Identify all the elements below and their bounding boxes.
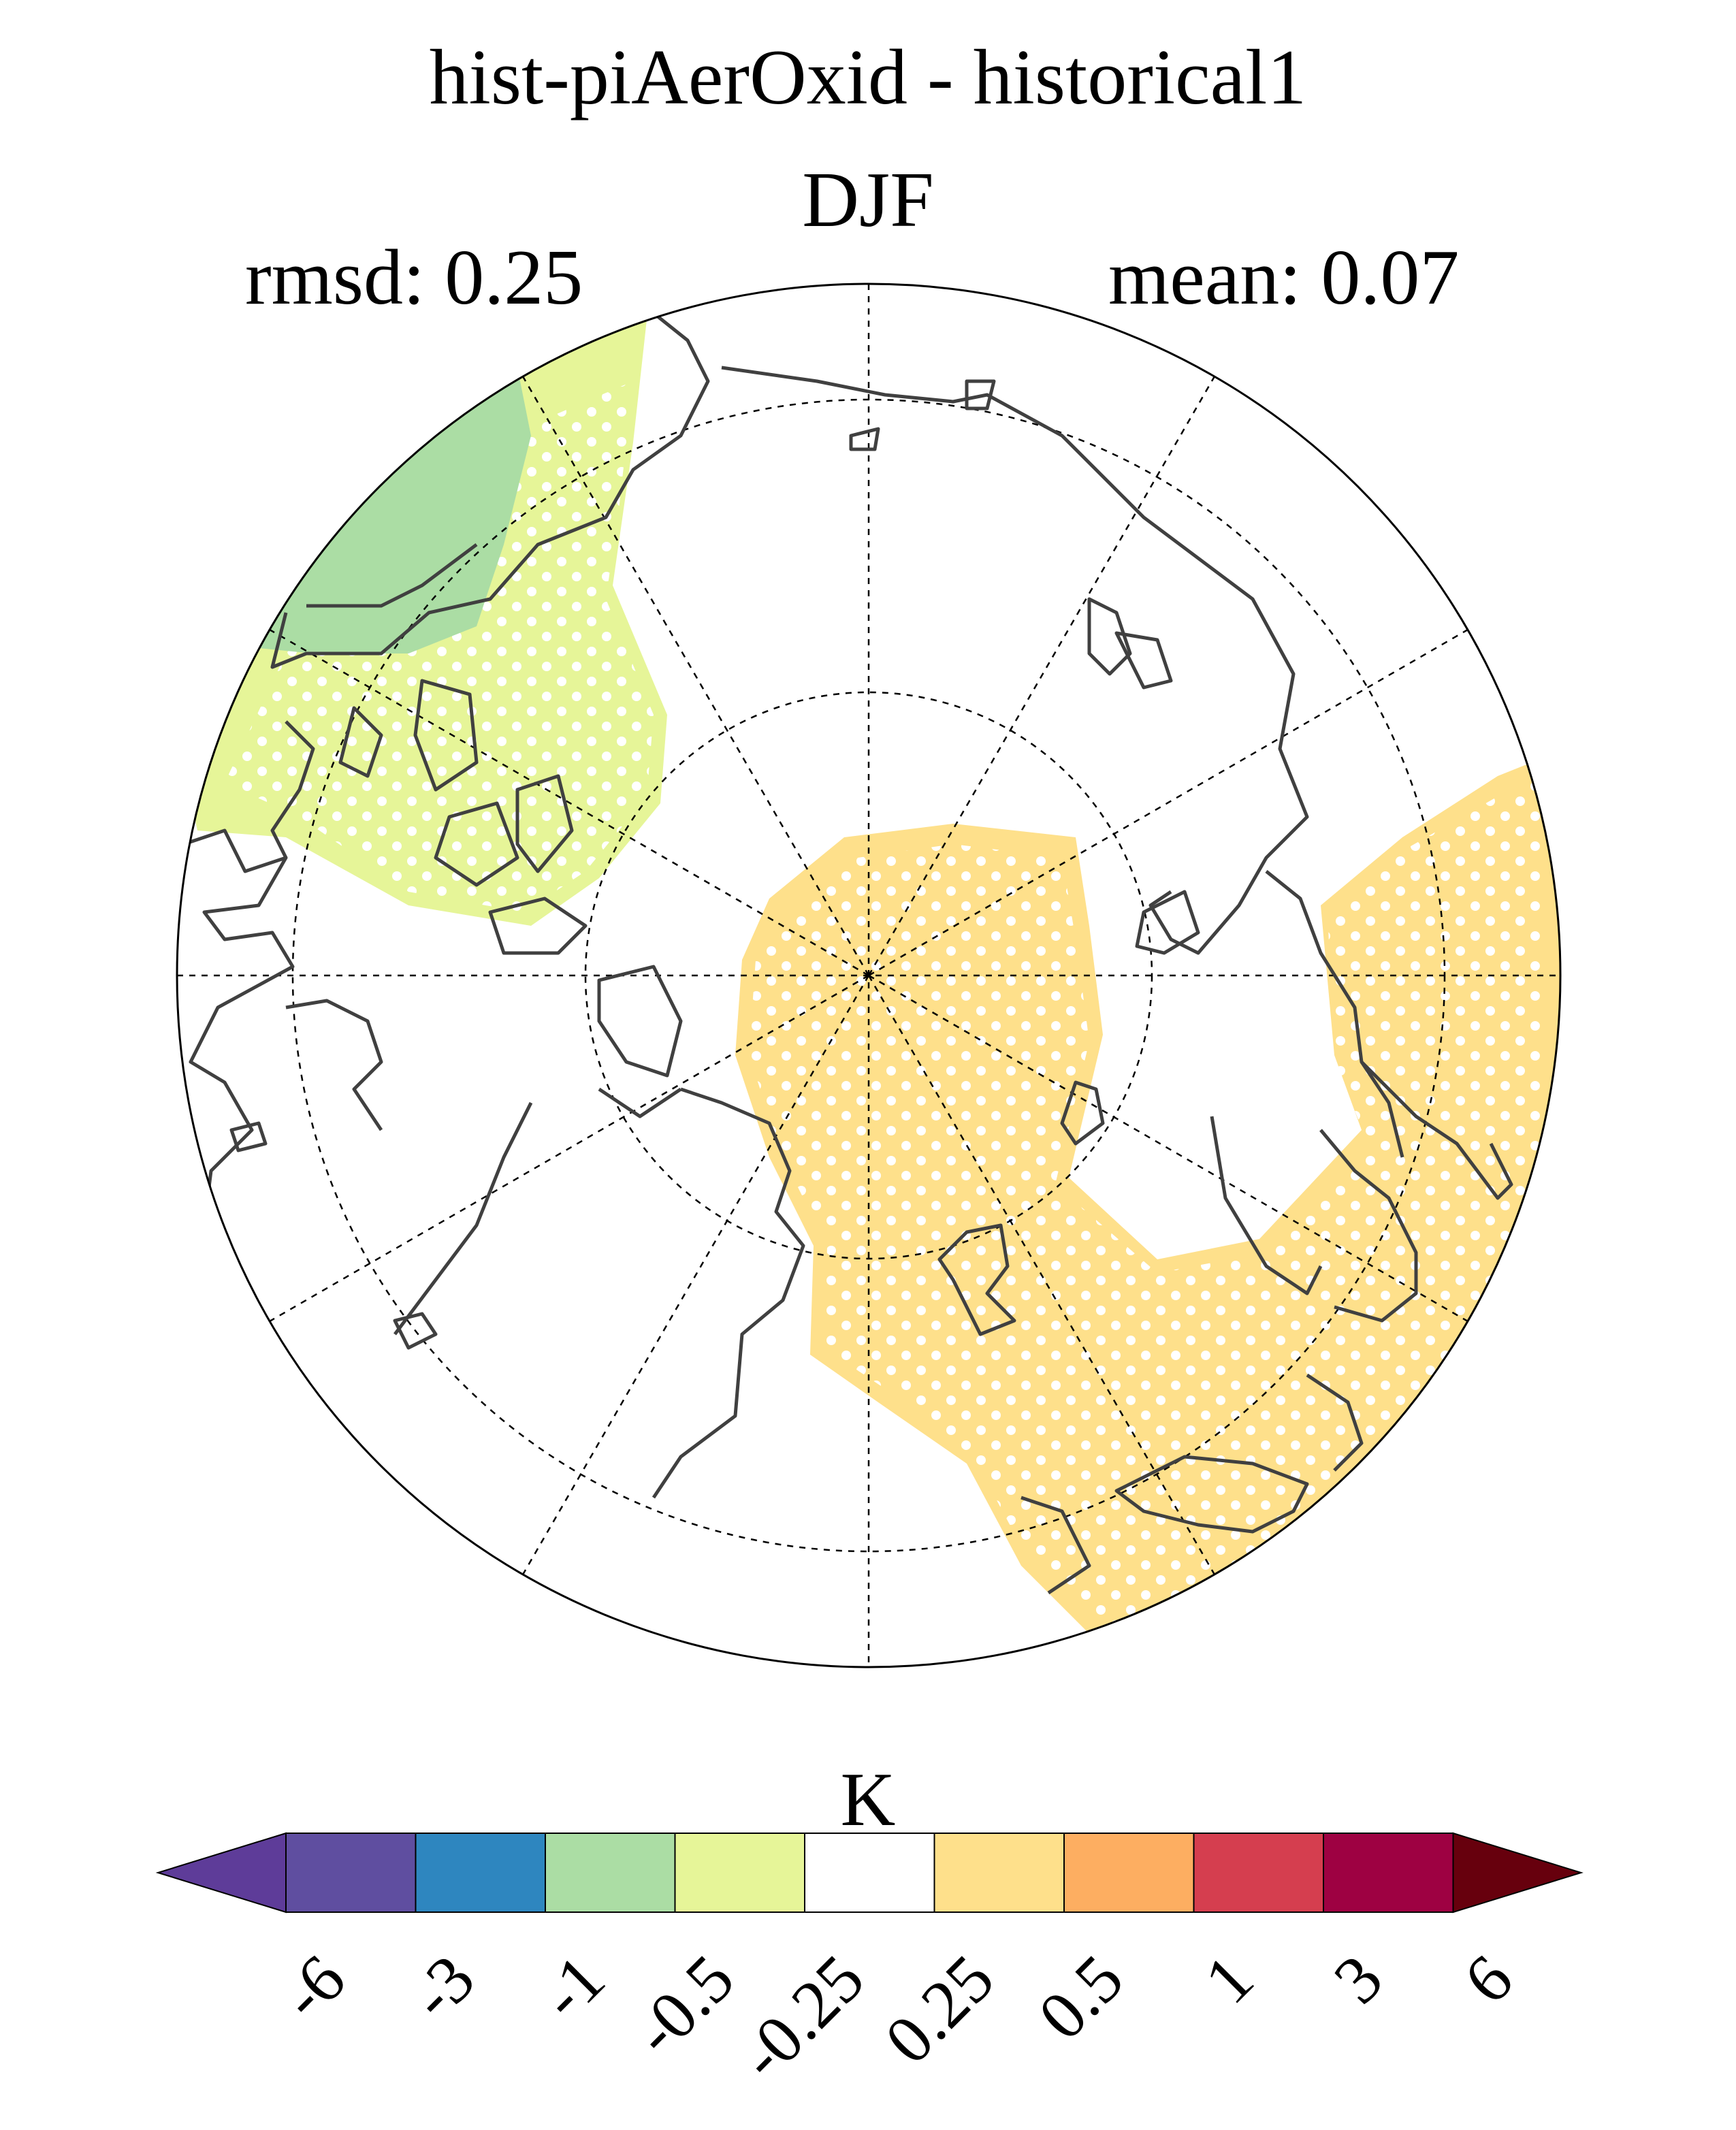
colorbar-segment <box>285 1833 417 1913</box>
colorbar-segment <box>1063 1833 1195 1913</box>
map-boundary <box>176 283 1562 1668</box>
colorbar-segment <box>933 1833 1065 1913</box>
colorbar-tick-label: -1 <box>525 1940 619 2034</box>
colorbar-segment <box>415 1833 546 1913</box>
polar-map <box>176 283 1562 1668</box>
colorbar-segment <box>1193 1833 1324 1913</box>
colorbar-tick-label: 6 <box>1449 1940 1527 2018</box>
colorbar-tick-label: -6 <box>266 1940 359 2034</box>
colorbar-tick-label: 0.5 <box>1024 1940 1138 2054</box>
rmsd-label: rmsd: 0.25 <box>245 234 583 321</box>
colorbar-tick-label: 3 <box>1319 1940 1397 2018</box>
colorbar-extend-max <box>1452 1832 1584 1914</box>
colorbar-units: K <box>840 1758 896 1842</box>
season-label: DJF <box>802 157 934 244</box>
colorbar-segment <box>674 1833 805 1913</box>
colorbar-segment <box>804 1833 935 1913</box>
colorbar-tick-label: -0.25 <box>724 1940 878 2095</box>
colorbar-segment <box>1323 1833 1454 1913</box>
colorbar-tick-label: 1 <box>1189 1940 1268 2018</box>
graticule <box>177 284 1560 1667</box>
colorbar-tick-label: -0.5 <box>618 1940 749 2070</box>
colorbar-tick-label: 0.25 <box>870 1940 1008 2078</box>
colorbar-tick-label: -3 <box>396 1940 489 2034</box>
coastlines <box>183 312 1513 1595</box>
colorbar-segment <box>545 1833 676 1913</box>
mean-label: mean: 0.07 <box>1108 234 1460 321</box>
stipple-region-eurasia <box>749 776 1545 1634</box>
colorbar-extend-min <box>155 1832 287 1914</box>
plot-title: hist-piAerOxid - historical1 <box>429 34 1307 121</box>
